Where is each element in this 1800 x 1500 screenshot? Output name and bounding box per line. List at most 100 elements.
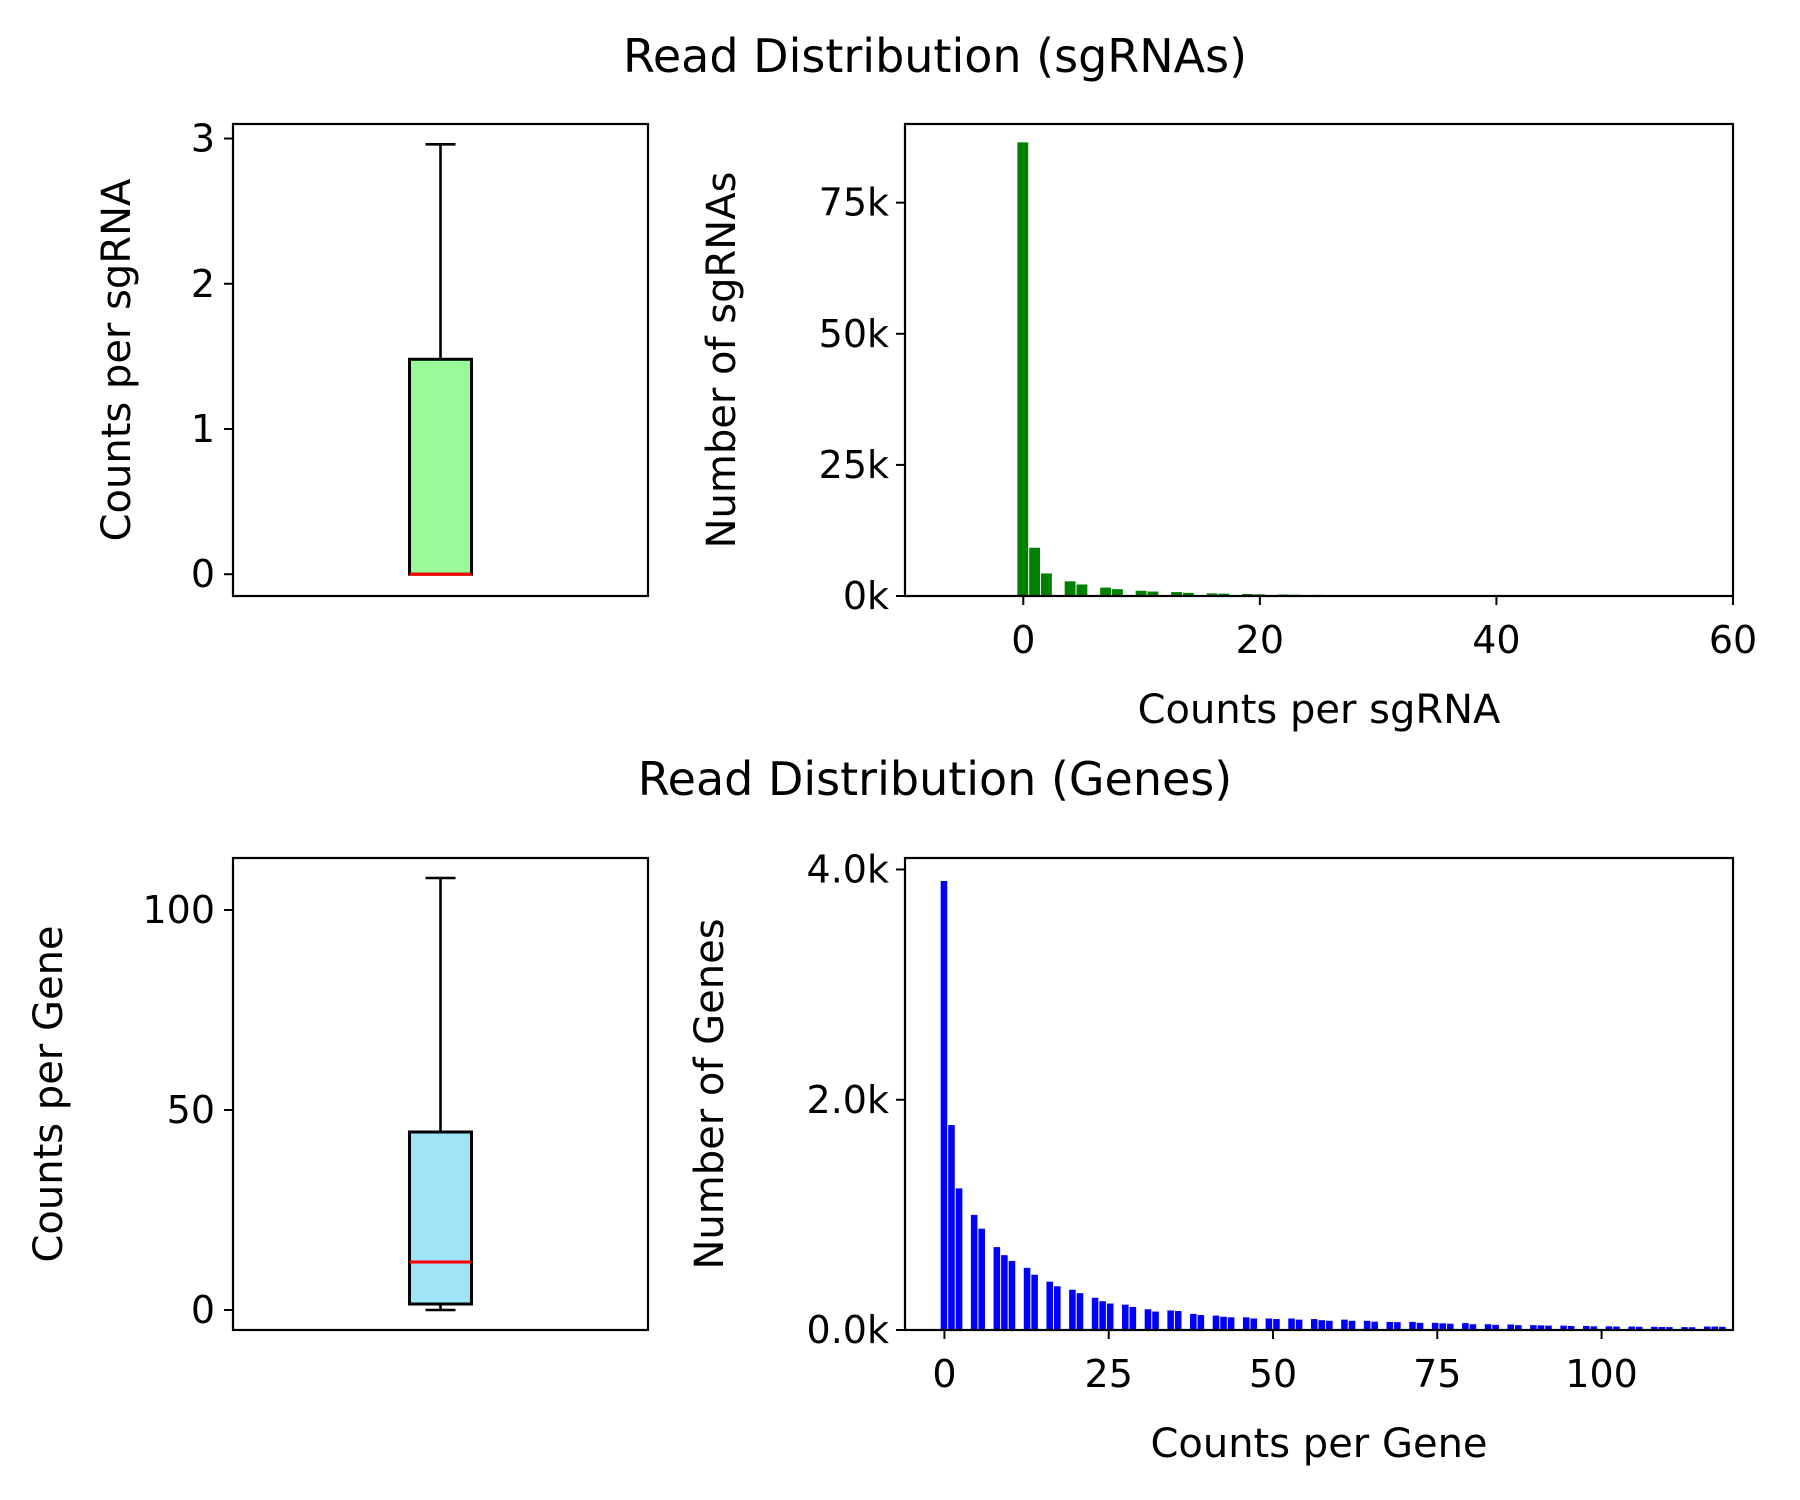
gene-hist-bar [1326,1320,1333,1330]
gene-hist-ytick-label: 0.0k [807,1308,889,1352]
gene-hist-bar [970,1214,978,1330]
sgrna-hist-bar [1182,592,1194,596]
gene-hist-bar [978,1228,985,1330]
gene-hist-bar [1106,1303,1114,1330]
gene-hist-bar [1635,1326,1643,1330]
sgrna-hist-bar [1171,592,1182,596]
gene-hist-bar [1242,1317,1250,1330]
gene-hist-bar [1318,1320,1326,1330]
gene-hist-bar [948,1125,955,1330]
sgrna-hist-xtick-label: 40 [1472,618,1520,662]
gene-hist-bar [1273,1319,1280,1330]
gene-hist-bar [1076,1293,1084,1330]
gene-hist-bar [1537,1325,1545,1330]
gene-hist-xtick-label: 25 [1085,1352,1133,1396]
sgrna-hist-axes-frame [903,122,1735,598]
sgrna-box-iqr-box [408,357,473,576]
sgrna-box-axes-frame [231,122,650,598]
gene-hist-bar [1628,1326,1635,1330]
gene-hist-bar [1341,1319,1348,1330]
sgrna-hist-ytick-label: 25k [819,443,889,487]
gene-hist-bar [1703,1326,1711,1330]
sgrna-hist-bar [1076,584,1088,596]
sgrna-hist-xtick-label: 0 [1011,618,1035,662]
gene-hist-bar [1439,1323,1446,1330]
gene-box-ytick-label: 50 [167,1088,215,1132]
gene-hist-bar [955,1188,963,1330]
sgrna-hist-ytick-label: 75k [819,181,889,225]
sgrna-histogram-panel: 0 20 40 60 0k 25k 50k 75k Counts per sgRNA Number… [699,122,1757,733]
sgrna-hist-bar [1206,593,1218,596]
gene-hist-bar [1152,1311,1159,1330]
gene-hist-bar [1046,1281,1054,1330]
gene-hist-bar [1431,1322,1439,1330]
gene-hist-bar [1174,1311,1182,1330]
gene-hist-bar [1658,1327,1666,1330]
gene-hist-xtick-label: 0 [932,1352,956,1396]
gene-histogram-panel: 0 25 50 75 100 0.0k 2.0k 4.0k Counts per Gene Num… [687,848,1735,1467]
gene-hist-bar [1462,1323,1469,1330]
sgrna-hist-ytick-label: 0k [843,574,889,618]
gene-hist-bar [1069,1289,1076,1330]
gene-hist-bar [1560,1325,1567,1330]
sgrna-hist-xlabel: Counts per sgRNA [1138,687,1501,733]
gene-hist-bar [1530,1325,1537,1330]
gene-hist-bar [1031,1274,1038,1330]
gene-hist-xtick-label: 50 [1249,1352,1297,1396]
gene-hist-bar [1590,1326,1598,1330]
gene-hist-bar [1197,1315,1205,1330]
gene-hist-xtick-label: 100 [1565,1352,1638,1396]
sgrna-boxplot-panel: 0 1 2 3 Counts per sgRNA [94,117,650,598]
gene-hist-bar [1371,1321,1378,1330]
gene-hist-bar [1265,1318,1273,1330]
gene-hist-bar [1416,1322,1424,1330]
sgrna-box-ytick-label: 1 [191,407,215,451]
gene-box-iqr-box [408,1130,473,1306]
gene-box-axes-frame [231,856,650,1332]
gene-box-ytick-label: 0 [191,1288,215,1332]
gene-hist-ylabel: Number of Genes [687,918,733,1269]
gene-box-ytick-label: 100 [142,888,215,932]
gene-hist-bar [1288,1318,1295,1330]
gene-hist-bar [1348,1320,1356,1330]
gene-hist-bar [1250,1318,1258,1330]
gene-hist-bar [1514,1325,1522,1330]
gene-hist-bar [1227,1317,1235,1330]
sgrna-hist-xtick-label: 20 [1236,618,1284,662]
sgrna-hist-bar [1100,587,1111,596]
sgrna-hist-bar [1029,547,1041,596]
bottom-suptitle: Read Distribution (Genes) [638,752,1232,806]
gene-hist-bar [1310,1319,1318,1330]
sgrna-box-ylabel: Counts per sgRNA [94,178,140,541]
gene-hist-bar [1651,1326,1658,1330]
gene-hist-bar [1054,1286,1061,1330]
gene-hist-bar [1605,1326,1613,1330]
gene-hist-bar [1492,1324,1499,1330]
gene-hist-bar [1144,1309,1152,1330]
gene-hist-ytick-label: 2.0k [807,1078,889,1122]
gene-hist-bar [1567,1325,1575,1330]
gene-hist-bar [1091,1297,1099,1330]
gene-hist-xlabel: Counts per Gene [1150,1421,1487,1467]
sgrna-hist-bar [1112,589,1123,596]
gene-hist-bar [1719,1326,1726,1330]
gene-hist-bar [1688,1327,1696,1330]
gene-hist-bar [1469,1324,1477,1330]
gene-boxplot-panel: 0 50 100 Counts per Gene [26,856,650,1332]
sgrna-box-ytick-label: 0 [191,552,215,596]
gene-hist-bar [1099,1301,1106,1330]
gene-hist-bar [1023,1267,1031,1330]
gene-hist-bar [1666,1327,1673,1330]
gene-hist-bar [940,881,948,1330]
sgrna-hist-bar [1147,591,1159,596]
gene-hist-bar [1386,1321,1394,1330]
gene-hist-bar [1190,1313,1197,1330]
gene-hist-bar [1394,1322,1401,1330]
sgrna-box-ytick-label: 3 [191,117,215,161]
gene-hist-bar [1001,1255,1008,1330]
sgrna-box-ytick-label: 2 [191,262,215,306]
gene-hist-bar [1583,1325,1590,1330]
gene-hist-bar [1507,1324,1514,1330]
gene-hist-ytick-label: 4.0k [807,848,889,892]
